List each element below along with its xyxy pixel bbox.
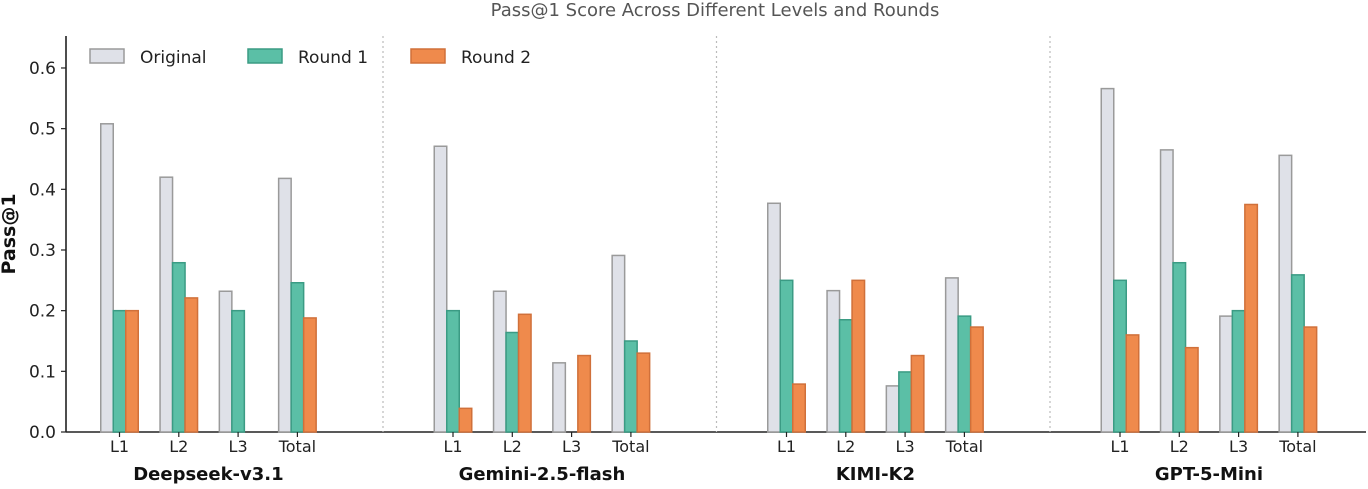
- bar-round-2: [636, 352, 651, 433]
- bar-round-2: [851, 279, 866, 433]
- y-tick-label: 0.5: [29, 120, 56, 140]
- bar-round-2: [1244, 203, 1259, 433]
- bar-round-2: [577, 354, 592, 433]
- bar-original: [552, 362, 567, 433]
- bar-round-1: [112, 309, 127, 433]
- bar-round-2: [1303, 326, 1318, 433]
- y-tick-label: 0.2: [29, 302, 56, 322]
- x-tick-label: Total: [278, 437, 316, 456]
- bar-round-2: [517, 313, 532, 433]
- bar-original: [1100, 87, 1115, 433]
- bar-round-1: [1290, 274, 1305, 433]
- bar-original: [1278, 154, 1293, 433]
- bar-round-1: [1231, 309, 1246, 433]
- bar-round-2: [302, 317, 317, 433]
- group-label: KIMI-K2: [836, 464, 915, 485]
- chart-title: Pass@1 Score Across Different Levels and…: [490, 0, 940, 21]
- bar-round-2: [910, 354, 925, 433]
- bar-round-2: [458, 407, 473, 433]
- x-tick-label: L2: [1170, 437, 1189, 456]
- bar-original: [885, 385, 900, 433]
- x-tick-label: L2: [169, 437, 188, 456]
- group-label: GPT-5-Mini: [1155, 464, 1263, 485]
- y-tick-label: 0.0: [29, 423, 56, 443]
- x-tick-label: L2: [836, 437, 855, 456]
- bar-original: [767, 202, 781, 433]
- bar-original: [1219, 315, 1234, 433]
- bar-original: [433, 145, 448, 433]
- bar-original: [218, 290, 233, 433]
- bar-original: [1159, 149, 1174, 433]
- legend-entry-original: Original: [140, 48, 207, 68]
- bar-round-1: [231, 309, 246, 433]
- bar-round-1: [779, 279, 794, 433]
- x-tick-label: L1: [777, 437, 796, 456]
- x-tick-label: L1: [443, 437, 462, 456]
- bar-original: [277, 177, 292, 433]
- bar-round-1: [290, 282, 305, 433]
- x-tick-label: L3: [562, 437, 581, 456]
- y-tick-label: 0.6: [29, 59, 56, 79]
- bar-round-2: [1125, 334, 1140, 433]
- bar-round-2: [1184, 346, 1199, 433]
- legend-entry-round-2: Round 2: [461, 48, 531, 68]
- group-label: Gemini-2.5-flash: [459, 464, 626, 485]
- y-axis-label: Pass@1: [0, 193, 20, 274]
- group-label: Deepseek-v3.1: [133, 464, 283, 485]
- x-tick-label: L3: [1229, 437, 1248, 456]
- bar-round-1: [446, 309, 460, 433]
- legend-entry-round-1: Round 1: [298, 48, 368, 68]
- legend-swatch: [89, 48, 125, 64]
- bar-round-1: [898, 371, 913, 433]
- bar-round-2: [184, 297, 199, 433]
- bar-round-1: [838, 319, 853, 433]
- bar-original: [100, 123, 114, 433]
- x-tick-label: L2: [503, 437, 522, 456]
- bar-round-1: [1172, 261, 1187, 433]
- bar-round-1: [1113, 279, 1127, 433]
- x-tick-label: L3: [229, 437, 248, 456]
- bar-round-1: [505, 331, 520, 433]
- y-tick-label: 0.3: [29, 241, 56, 261]
- x-tick-label: L3: [896, 437, 915, 456]
- bar-round-2: [125, 309, 139, 433]
- bar-original: [826, 289, 841, 433]
- x-tick-label: Total: [1278, 437, 1316, 456]
- bar-round-1: [957, 315, 972, 433]
- x-tick-label: L1: [1110, 437, 1129, 456]
- bar-round-2: [792, 383, 806, 433]
- bar-round-2: [969, 326, 984, 433]
- bar-original: [159, 176, 174, 433]
- bar-original: [492, 290, 507, 433]
- x-tick-label: Total: [611, 437, 649, 456]
- x-tick-label: L1: [110, 437, 129, 456]
- bar-original: [611, 254, 626, 433]
- legend-swatch: [247, 48, 283, 64]
- bar-original: [944, 277, 959, 433]
- x-tick-label: Total: [945, 437, 983, 456]
- bar-round-1: [171, 261, 186, 433]
- legend-swatch: [410, 48, 446, 64]
- y-tick-label: 0.4: [29, 180, 56, 200]
- y-tick-label: 0.1: [29, 362, 56, 382]
- bar-round-1: [623, 340, 638, 433]
